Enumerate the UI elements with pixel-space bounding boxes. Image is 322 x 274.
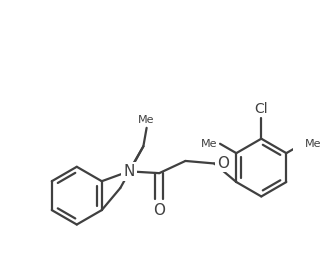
Text: O: O	[153, 203, 165, 218]
Text: N: N	[123, 164, 135, 179]
Text: Cl: Cl	[254, 102, 268, 116]
Text: Me: Me	[305, 139, 322, 149]
Text: O: O	[217, 156, 229, 171]
Text: Me: Me	[138, 115, 155, 125]
Text: Me: Me	[201, 139, 217, 149]
